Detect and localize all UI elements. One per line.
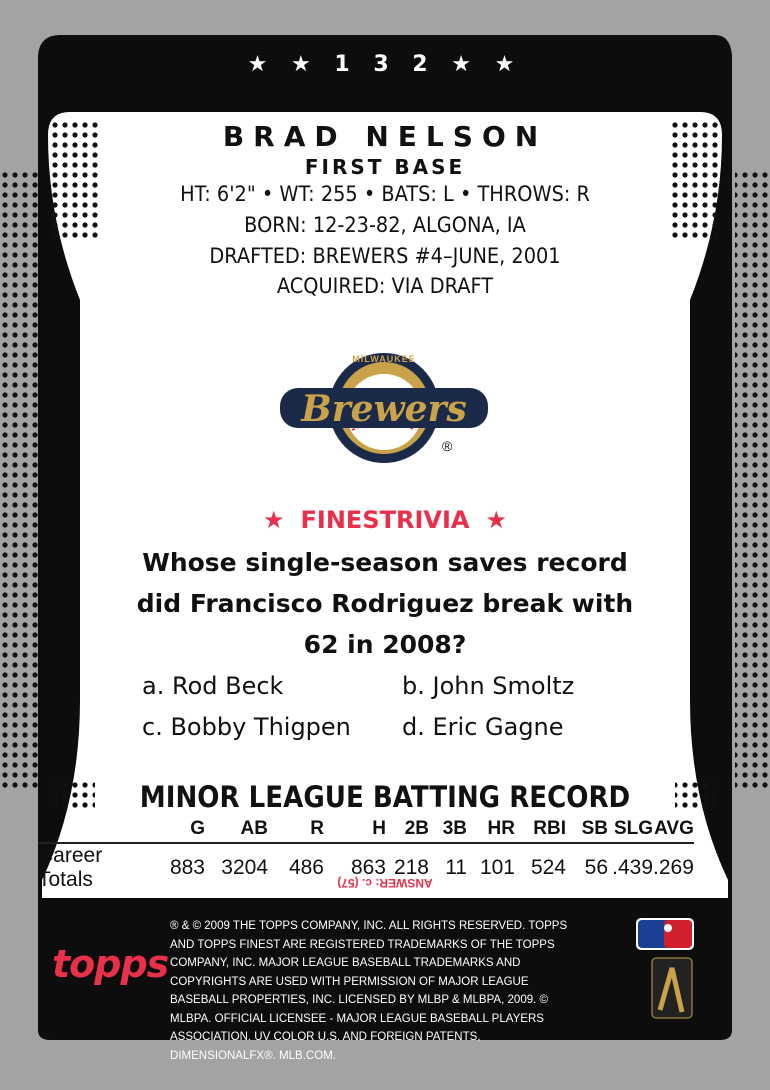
mlb-logo [636, 918, 694, 950]
player-position: FIRST BASE [304, 155, 466, 179]
card-number: ★ ★ 1 3 2 ★ ★ [247, 52, 523, 77]
topps-logo: topps [52, 942, 169, 986]
column-header: AVG [654, 818, 694, 839]
column-header: 2B [404, 818, 429, 839]
column-header: RBI [533, 818, 566, 839]
player-name: BRAD NELSON [222, 120, 548, 153]
trivia-option-d: d. Eric Gagne [402, 713, 564, 741]
trivia-option-a: a. Rod Beck [142, 672, 284, 700]
star-icon: ★ [485, 506, 507, 534]
stat-cell: 101 [479, 856, 515, 879]
stat-cell: 524 [530, 856, 566, 879]
column-header: R [310, 818, 324, 839]
trivia-question: Whose single-season saves record did Fra… [0, 542, 770, 665]
stats-career-row: Career Totals 883 3204 486 863 218 11 101 524 56.… [38, 843, 694, 892]
bio-born: BORN: 12-23-82, ALGONA, IA [244, 213, 526, 237]
halftone-right [735, 170, 770, 790]
dots-right-bottom [675, 780, 715, 810]
bio-acquired: ACQUIRED: VIA DRAFT [276, 274, 494, 298]
bio-measurements: HT: 6'2" • WT: 255 • BATS: L • THROWS: R [180, 182, 590, 206]
column-header: AB [240, 818, 268, 839]
column-header: SB [581, 818, 608, 839]
stat-cell: 11 [445, 856, 467, 879]
stat-cell: 486 [288, 856, 324, 879]
logo-arc-text: MILWAUKEE [352, 354, 416, 364]
record-title: MINOR LEAGUE BATTING RECORD [139, 780, 631, 814]
stat-cell: 863 [350, 856, 386, 879]
bio-drafted: DRAFTED: BREWERS #4–JUNE, 2001 [209, 244, 561, 268]
legal-text: ® & © 2009 THE TOPPS COMPANY, INC. ALL R… [170, 918, 568, 1062]
column-header [38, 816, 160, 843]
brewers-logo [280, 353, 488, 463]
column-header: 3B [442, 818, 467, 839]
question-line: did Francisco Rodriguez break with [136, 589, 634, 618]
dots-left-top [52, 120, 100, 240]
column-header: HR [487, 818, 515, 839]
column-header: SLG [613, 818, 653, 839]
stat-cell: 218 [393, 856, 429, 879]
stat-cell: .439 [612, 856, 653, 879]
trivia-heading: ★ FINESTRIVIA ★ [0, 506, 770, 534]
trivia-answer: ANSWER: c. (57) [337, 876, 433, 890]
stat-cell: 56 [584, 856, 608, 879]
stat-cell: .269 [653, 856, 694, 879]
dots-left-bottom [55, 780, 95, 810]
stats-table: G AB R H 2B 3B HR RBI SB SLG AVG Career Totals 883 3… [38, 816, 694, 892]
logo-wordmark: Brewers [301, 388, 467, 430]
stats-header-row: G AB R H 2B 3B HR RBI SB SLG AVG [38, 816, 694, 843]
stat-cell: 883 [169, 856, 205, 879]
trivia-option-c: c. Bobby Thigpen [142, 713, 351, 741]
row-label: Career Totals [38, 844, 103, 891]
stat-cell: 3204 [221, 856, 268, 879]
white-panel [42, 112, 728, 898]
column-header: H [372, 818, 386, 839]
trivia-option-b: b. John Smoltz [402, 672, 575, 700]
dots-right-top [670, 120, 718, 240]
trivia-title: FINESTRIVIA [300, 506, 470, 534]
mlbpa-logo [651, 957, 693, 1019]
column-header: G [190, 818, 205, 839]
logo-registered: ® [442, 438, 453, 454]
question-line: Whose single-season saves record [142, 548, 628, 577]
star-icon: ★ [263, 506, 285, 534]
question-line: 62 in 2008? [303, 630, 467, 659]
halftone-left [0, 170, 40, 790]
